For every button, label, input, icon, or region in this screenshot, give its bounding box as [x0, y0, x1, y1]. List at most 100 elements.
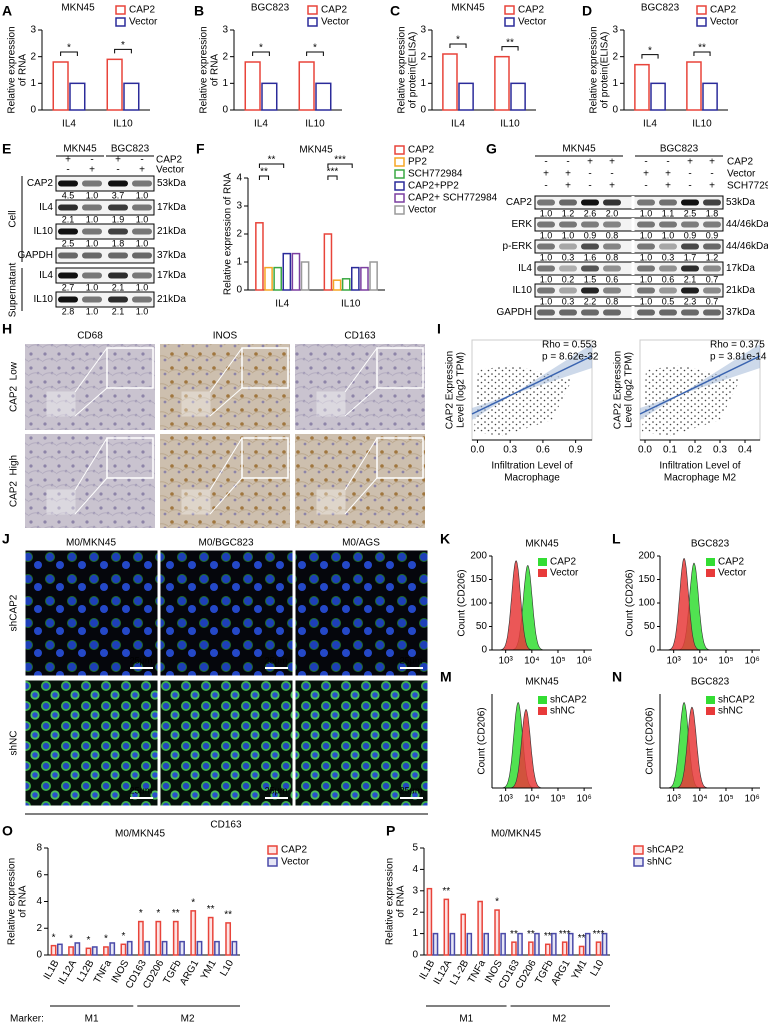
y-tick-label: 0 [236, 285, 242, 296]
x-tick-label: 10⁶ [745, 794, 760, 805]
legend-label: CAP2 [408, 145, 435, 156]
legend-label: CAP2 [321, 5, 348, 16]
bar [494, 55, 510, 111]
quantification: 2.0 [606, 208, 619, 218]
blot-band [659, 287, 677, 294]
y-axis-label: of RNA [396, 885, 407, 918]
quantification: 0.5 [662, 296, 675, 306]
x-axis-label: Macrophage M2 [664, 473, 737, 484]
legend-label: CAP2+ SCH772984 [408, 193, 498, 204]
y-tick-label: 8 [36, 843, 42, 854]
row-label: IL10 [513, 285, 533, 296]
bar [341, 278, 351, 291]
y-tick-label: 1 [420, 78, 426, 89]
blot-band [681, 221, 699, 228]
quantification: 1.0 [136, 282, 149, 292]
quantification: 1.0 [136, 238, 149, 248]
quantification: 1.0 [540, 230, 553, 240]
y-axis-label: Relative expression [397, 26, 408, 113]
condition-sign: + [709, 157, 715, 168]
blot-frame [55, 267, 155, 284]
legend-label: Vector [129, 17, 158, 28]
quantification: 1.0 [540, 208, 553, 218]
y-tick-label: 50 [644, 621, 656, 632]
significance-label: * [87, 935, 91, 946]
condition-sign: - [588, 169, 591, 180]
size-label: 17kDa [726, 263, 755, 274]
bar [510, 82, 526, 111]
significance-label: * [259, 43, 263, 54]
bar [544, 943, 551, 956]
quantification: 1.2 [562, 208, 575, 218]
x-tick-label: 0.3 [713, 445, 727, 456]
x-tick-label: 10⁴ [524, 794, 539, 805]
zoom-lines [344, 437, 378, 515]
condition-name: CAP2 [156, 155, 183, 166]
y-tick-label: 0 [222, 105, 228, 116]
quantification: 1.0 [640, 296, 653, 306]
quantification: 1.8 [706, 208, 719, 218]
confidence-band [472, 344, 592, 420]
x-tick-label: IL4 [275, 299, 289, 310]
blot-band [108, 252, 128, 259]
legend-swatch [394, 205, 405, 215]
bar [196, 940, 203, 956]
condition-name: CAP2 [727, 157, 754, 168]
blot-band [659, 199, 677, 206]
blot-frame [55, 223, 155, 240]
chart-title: MKN45 [61, 3, 95, 14]
y-axis-label: Relative expression of RNA [223, 173, 234, 296]
blot-band [82, 252, 102, 259]
legend-swatch [706, 569, 715, 577]
x-tick-label: 10⁵ [550, 656, 565, 667]
y-tick-label: 6 [36, 869, 42, 880]
blot-band [681, 243, 699, 250]
size-label: 37kDa [726, 307, 755, 318]
x-tick-label: IL4 [643, 119, 657, 130]
row-label: IL4 [39, 270, 53, 281]
significance-bracket [258, 163, 285, 168]
quantification: 2.2 [584, 296, 597, 306]
group-label: MKN45 [562, 144, 596, 155]
legend-label: CAP2 [710, 5, 737, 16]
bar [449, 932, 456, 956]
fluorescence-image [294, 679, 429, 807]
bar [500, 932, 506, 956]
zoom-lines [344, 347, 378, 417]
rho-label: Rho = 0.553 [542, 340, 597, 351]
column-label: INOS [213, 331, 238, 342]
legend-swatch [696, 5, 707, 15]
significance-label: *** [593, 929, 605, 940]
y-tick-label: 0 [412, 950, 418, 961]
condition-sign: + [665, 169, 671, 180]
bar [595, 941, 602, 956]
quantification: 1.6 [584, 252, 597, 262]
legend-label: CAP2 [281, 845, 308, 856]
quantification: 2.3 [684, 296, 697, 306]
y-tick-label: 2 [412, 907, 418, 918]
scale-label: 25μm [130, 655, 153, 665]
section-label: Supernatant [8, 263, 19, 318]
significance-label: * [139, 908, 143, 919]
significance-label: ** [207, 904, 215, 915]
bar [477, 900, 483, 956]
x-tick-label: 10⁵ [718, 794, 733, 805]
condition-sign: + [687, 157, 693, 168]
condition-sign: + [115, 155, 121, 166]
y-axis-label: CAP2 Expression [445, 351, 456, 429]
blot-band [58, 204, 78, 211]
quantification: 1.0 [136, 214, 149, 224]
legend-label: Vector [321, 17, 350, 28]
blot-band [603, 199, 621, 206]
quantification: 2.7 [62, 282, 75, 292]
x-tick-label: YM1 [199, 958, 219, 982]
bar [551, 932, 557, 956]
y-axis-label: of RNA [210, 54, 221, 87]
significance-label: *** [559, 929, 571, 940]
panel-letter: E [2, 141, 11, 157]
x-tick-label: 10³ [498, 794, 513, 805]
blot-band [58, 272, 78, 279]
bar [255, 222, 264, 291]
group-label: M2 [552, 1014, 566, 1025]
blot-band [82, 296, 102, 303]
